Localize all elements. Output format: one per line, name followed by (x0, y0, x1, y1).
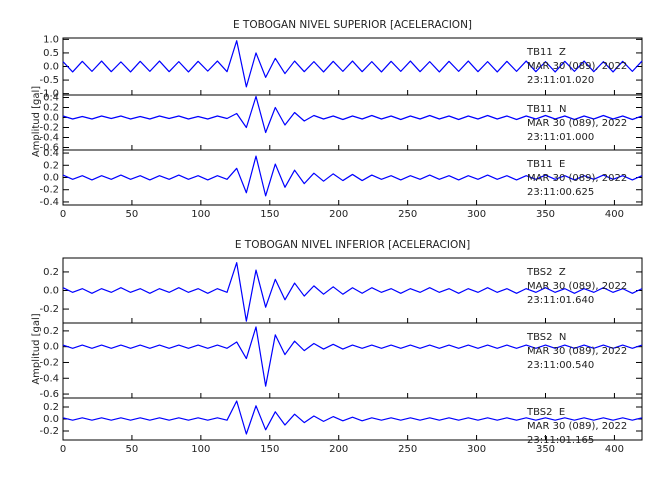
x-tick-label: 250 (398, 444, 417, 455)
time-label: 23:11:01.640 (527, 295, 594, 306)
time-label: 23:11:00.625 (527, 187, 594, 198)
date-label: MAR 30 (089), 2022 (527, 173, 627, 184)
station-label: TB11 E (526, 159, 565, 170)
y-tick-label: 1.0 (43, 34, 59, 45)
y-tick-label: -1.0 (39, 89, 59, 100)
station-label: TB11 N (526, 104, 567, 115)
date-label: MAR 30 (089), 2022 (527, 421, 627, 432)
y-tick-label: -0.4 (39, 197, 59, 208)
station-label: TBS2 N (526, 332, 566, 343)
x-tick-label: 100 (191, 444, 210, 455)
y-tick-label: 0.2 (43, 160, 59, 171)
y-tick-label: -0.2 (39, 123, 59, 134)
waveform (62, 95, 643, 134)
y-tick-label: -0.2 (39, 304, 59, 315)
waveform (62, 400, 643, 435)
y-tick-label: 0.0 (43, 342, 59, 353)
x-tick-label: 100 (191, 209, 210, 220)
x-tick-label: 400 (605, 209, 624, 220)
y-tick-label: 0.0 (43, 173, 59, 184)
y-tick-label: 0.2 (43, 402, 59, 413)
y-tick-label: -0.6 (39, 143, 59, 154)
y-tick-label: 0.4 (43, 93, 59, 104)
time-label: 23:11:01.165 (527, 435, 594, 446)
chart-title: E TOBOGAN NIVEL SUPERIOR [ACELERACION] (233, 19, 472, 31)
y-axis-label: Amplitud [gal] (31, 86, 42, 157)
x-tick-label: 200 (329, 444, 348, 455)
time-label: 23:11:01.000 (527, 132, 594, 143)
x-tick-label: 50 (126, 444, 139, 455)
y-tick-label: 0.2 (43, 326, 59, 337)
x-tick-label: 350 (536, 444, 555, 455)
y-tick-label: 0.0 (43, 414, 59, 425)
y-tick-label: 0.2 (43, 103, 59, 114)
station-label: TBS2 E (526, 407, 565, 418)
time-label: 23:11:01.020 (527, 75, 594, 86)
trace-panel: -1.0 -0.5 0.0 0.5 1.0 TB11 Z MAR 30 (089), 202… (39, 34, 643, 100)
y-axis-label: Amplitud [gal] (31, 313, 42, 384)
y-tick-label: -0.2 (39, 185, 59, 196)
trace-panel: -0.6-0.4-0.20.00.20.4 TB11 N MAR 30 (089),… (39, 93, 643, 154)
panel-frame (62, 397, 643, 441)
date-label: MAR 30 (089), 2022 (527, 61, 627, 72)
x-tick-label: 250 (398, 209, 417, 220)
y-tick-label: -0.5 (39, 75, 59, 86)
x-tick-label: 50 (126, 209, 139, 220)
date-label: MAR 30 (089), 2022 (527, 281, 627, 292)
trace-panel: -0.4-0.20.0 0.20.4 0 50 100 150 200 250 300 350 40… (39, 148, 643, 220)
x-tick-label: 150 (260, 209, 279, 220)
date-label: MAR 30 (089), 2022 (527, 118, 627, 129)
y-tick-label: -0.2 (39, 426, 59, 437)
station-label: TB11 Z (526, 47, 566, 58)
x-tick-label: 0 (60, 444, 66, 455)
x-tick-label: 150 (260, 444, 279, 455)
date-label: MAR 30 (089), 2022 (527, 346, 627, 357)
y-tick-label: -0.4 (39, 373, 59, 384)
y-tick-label: 0.5 (43, 48, 59, 59)
y-tick-label: 0.0 (43, 113, 59, 124)
waveform (62, 326, 643, 387)
station-label: TBS2 Z (526, 267, 566, 278)
trace-panel: -0.6 -0.4 -0.2 0.0 0.2 TBS2 N MAR 30 (089), 20… (39, 322, 643, 400)
trace-panel: -0.2 0.0 0.2 TBS2 Z MAR 30 (089), 2022 23:11:… (39, 257, 643, 324)
y-tick-label: 0.4 (43, 148, 59, 159)
waveform (62, 262, 643, 322)
y-tick-label: -0.4 (39, 133, 59, 144)
y-tick-label: 0.0 (43, 62, 59, 73)
y-tick-label: -0.2 (39, 357, 59, 368)
chart-title: E TOBOGAN NIVEL INFERIOR [ACELERACION] (235, 239, 470, 251)
x-tick-label: 300 (467, 209, 486, 220)
time-label: 23:11:00.540 (527, 360, 594, 371)
x-tick-label: 0 (60, 209, 66, 220)
y-tick-label: 0.2 (43, 267, 59, 278)
x-tick-label: 400 (605, 444, 624, 455)
waveform (62, 155, 643, 197)
y-tick-label: -0.6 (39, 389, 59, 400)
waveform (62, 40, 643, 88)
trace-panel: -0.20.00.2 0 50 100 150 200 250 300 350 400 TBS2 E… (39, 397, 643, 455)
x-tick-label: 300 (467, 444, 486, 455)
y-tick-label: 0.0 (43, 286, 59, 297)
x-tick-label: 350 (536, 209, 555, 220)
x-tick-label: 200 (329, 209, 348, 220)
